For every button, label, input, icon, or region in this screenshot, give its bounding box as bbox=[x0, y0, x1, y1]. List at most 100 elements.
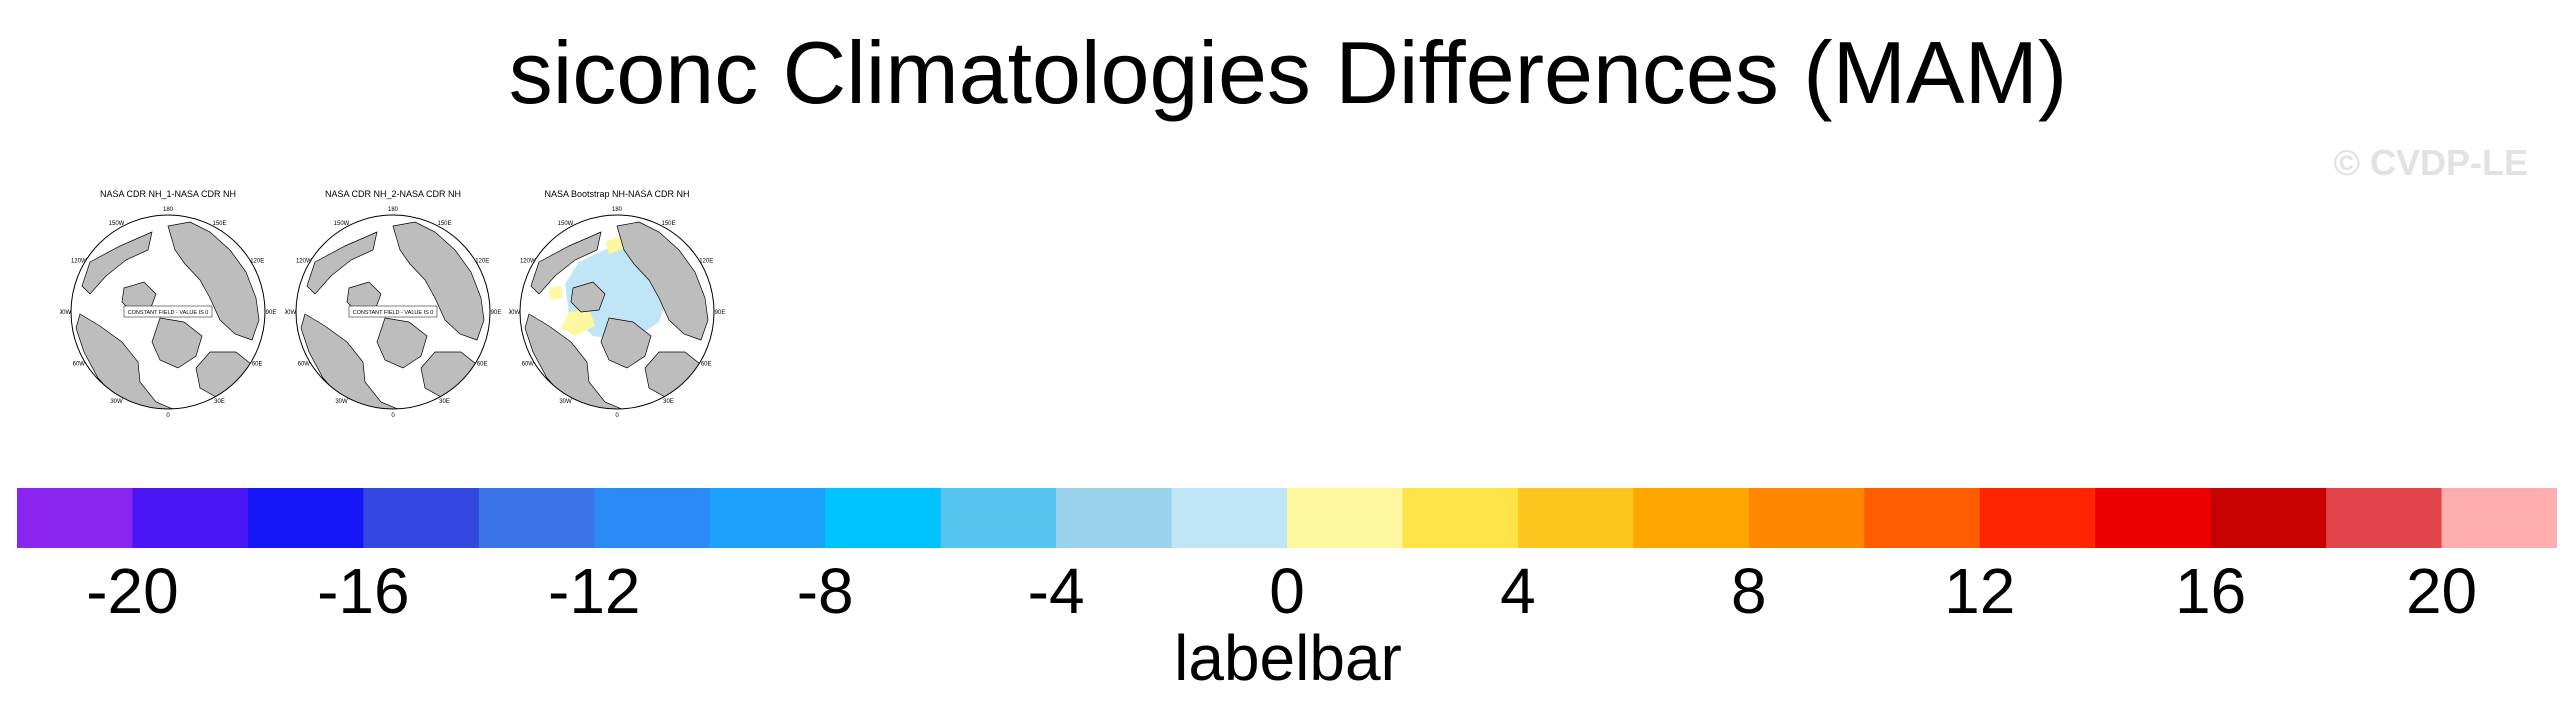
longitude-label: 60E bbox=[252, 362, 263, 368]
colorbar-swatch bbox=[1748, 488, 1865, 548]
longitude-label: 30E bbox=[663, 399, 674, 405]
land-mass bbox=[570, 281, 606, 313]
land-mass bbox=[167, 221, 260, 341]
longitude-label: 180 bbox=[612, 207, 623, 213]
colorbar-swatch bbox=[1633, 488, 1750, 548]
polar-map: 180 150E 120E 90E 60E 30E 0 30W 60W 90W 120W 150W bbox=[509, 207, 725, 419]
colorbar-label: labelbar bbox=[1174, 622, 1402, 694]
longitude-label: 60W bbox=[298, 362, 311, 368]
longitude-label: 60E bbox=[477, 362, 488, 368]
longitude-label: 0 bbox=[166, 413, 170, 419]
colorbar-tick-label: 4 bbox=[1500, 555, 1536, 627]
colorbar-swatch bbox=[2210, 488, 2327, 548]
colorbar-tick-label: -8 bbox=[796, 555, 854, 627]
watermark: © CVDP-LE bbox=[2333, 142, 2528, 183]
ice-anomaly-positive bbox=[549, 286, 563, 300]
colorbar bbox=[17, 488, 2557, 548]
land-mass bbox=[376, 317, 428, 369]
colorbar-swatch bbox=[1056, 488, 1173, 548]
land-mass bbox=[306, 231, 378, 295]
colorbar-tick-label: -20 bbox=[86, 555, 179, 627]
longitude-label: 60W bbox=[73, 362, 86, 368]
longitude-label: 150E bbox=[661, 221, 675, 227]
longitude-label: 30E bbox=[439, 399, 450, 405]
colorbar-swatch bbox=[1864, 488, 1981, 548]
longitude-label: 120W bbox=[296, 259, 312, 265]
colorbar-swatch bbox=[1287, 488, 1403, 548]
colorbar-swatch bbox=[1517, 488, 1634, 548]
colorbar-swatch bbox=[594, 488, 711, 548]
constant-field-label: CONSTANT FIELD - VALUE IS 0 bbox=[128, 310, 209, 316]
colorbar-tick-label: 8 bbox=[1731, 555, 1767, 627]
map-panel: NASA CDR NH_1-NASA CDR NH 180 150E 120E 90E 6… bbox=[60, 188, 276, 422]
longitude-label: 90W bbox=[60, 310, 72, 316]
colorbar-swatch bbox=[940, 488, 1057, 548]
colorbar-swatch bbox=[1979, 488, 2096, 548]
map-panel-title: NASA CDR NH_2-NASA CDR NH bbox=[324, 189, 462, 199]
land-mass bbox=[151, 317, 203, 369]
map-panel-title: NASA Bootstrap NH-NASA CDR NH bbox=[544, 189, 690, 199]
figure-title: siconc Climatologies Differences (MAM) bbox=[508, 23, 2068, 122]
longitude-label: 120W bbox=[71, 259, 87, 265]
longitude-label: 90W bbox=[285, 310, 297, 316]
longitude-label: 150W bbox=[334, 221, 350, 227]
map-panel-title: NASA CDR NH_1-NASA CDR NH bbox=[99, 189, 237, 199]
map-panel: NASA Bootstrap NH-NASA CDR NH 180 150E 120E… bbox=[509, 188, 725, 422]
longitude-label: 60E bbox=[701, 362, 712, 368]
colorbar-swatch bbox=[17, 488, 133, 548]
longitude-label: 90E bbox=[715, 310, 725, 316]
colorbar-swatch bbox=[2441, 488, 2557, 548]
longitude-label: 120E bbox=[475, 259, 489, 265]
colorbar-tick-label: -4 bbox=[1027, 555, 1085, 627]
longitude-label: 120E bbox=[250, 259, 264, 265]
longitude-label: 120W bbox=[520, 259, 536, 265]
colorbar-tick-label: 0 bbox=[1269, 555, 1305, 627]
land-mass bbox=[616, 221, 709, 341]
land-mass bbox=[392, 221, 485, 341]
polar-map: 180 150E 120E 90E 60E 30E 0 30W 60W 90W 120W 150W CO… bbox=[285, 207, 501, 419]
longitude-label: 0 bbox=[615, 413, 619, 419]
land-mass bbox=[530, 231, 602, 295]
colorbar-swatch bbox=[363, 488, 480, 548]
colorbar-tick-label: -12 bbox=[548, 555, 641, 627]
colorbar-swatch bbox=[478, 488, 595, 548]
colorbar-swatch bbox=[1171, 488, 1288, 548]
colorbar-tick-label: -16 bbox=[317, 555, 410, 627]
colorbar-swatch bbox=[825, 488, 942, 548]
colorbar-swatch bbox=[709, 488, 826, 548]
colorbar-tick-label: 12 bbox=[1944, 555, 2016, 627]
land-mass bbox=[600, 317, 652, 369]
colorbar-swatch bbox=[247, 488, 364, 548]
longitude-label: 90E bbox=[491, 310, 501, 316]
ice-anomaly-positive bbox=[561, 308, 595, 336]
longitude-label: 60W bbox=[522, 362, 535, 368]
longitude-label: 150W bbox=[558, 221, 574, 227]
ice-anomaly-positive bbox=[605, 236, 625, 254]
constant-field-label: CONSTANT FIELD - VALUE IS 0 bbox=[353, 310, 434, 316]
longitude-label: 90W bbox=[509, 310, 521, 316]
colorbar-swatch bbox=[2326, 488, 2443, 548]
longitude-label: 30W bbox=[335, 399, 348, 405]
longitude-label: 0 bbox=[391, 413, 395, 419]
colorbar-tick-label: 20 bbox=[2405, 555, 2478, 627]
longitude-label: 150E bbox=[212, 221, 226, 227]
colorbar-swatch bbox=[1402, 488, 1519, 548]
land-mass bbox=[75, 313, 181, 409]
land-mass bbox=[300, 313, 406, 409]
longitude-label: 30W bbox=[110, 399, 123, 405]
colorbar-tick-label: 16 bbox=[2175, 555, 2247, 627]
polar-map: 180 150E 120E 90E 60E 30E 0 30W 60W 90W 120W 150W CO… bbox=[60, 207, 276, 419]
map-panel: NASA CDR NH_2-NASA CDR NH 180 150E 120E 90E 6… bbox=[285, 188, 501, 422]
land-mass bbox=[81, 231, 153, 295]
longitude-label: 90E bbox=[266, 310, 276, 316]
colorbar-swatch bbox=[2095, 488, 2212, 548]
longitude-label: 150W bbox=[109, 221, 125, 227]
longitude-label: 180 bbox=[163, 207, 174, 213]
longitude-label: 120E bbox=[699, 259, 713, 265]
colorbar-swatch bbox=[132, 488, 249, 548]
longitude-label: 150E bbox=[437, 221, 451, 227]
longitude-label: 30W bbox=[559, 399, 572, 405]
land-mass bbox=[524, 313, 630, 409]
longitude-label: 180 bbox=[388, 207, 399, 213]
longitude-label: 30E bbox=[214, 399, 225, 405]
